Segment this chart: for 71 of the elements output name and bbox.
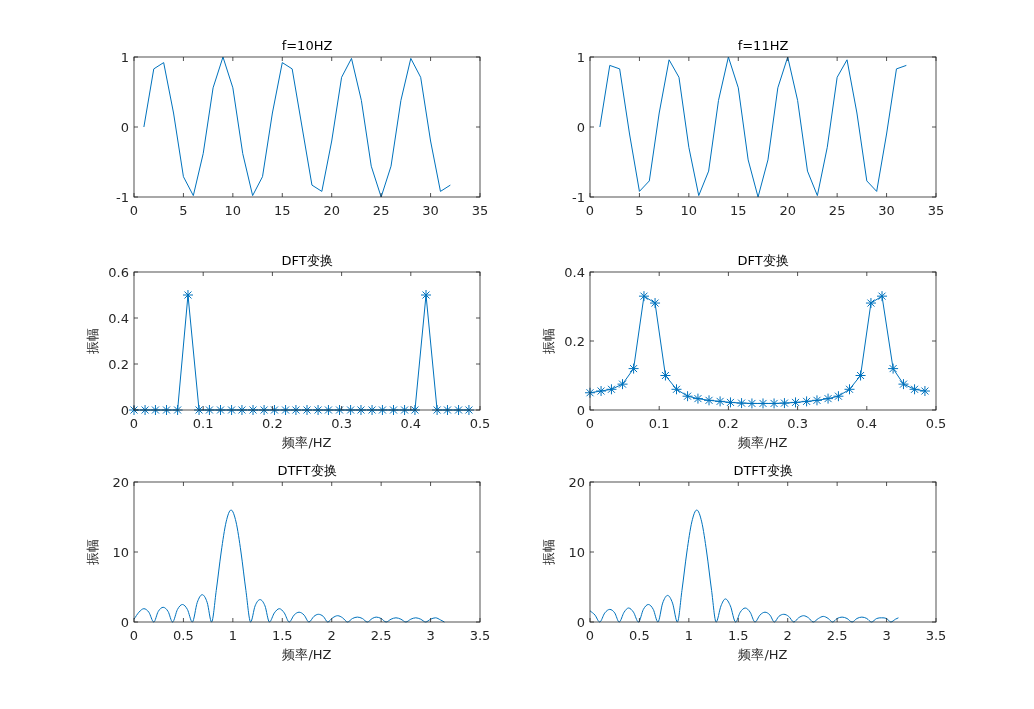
y-tick-label: -1 xyxy=(116,190,129,205)
y-axis-title: 振幅 xyxy=(85,328,100,354)
y-tick-label: 0 xyxy=(576,403,585,418)
x-tick-label: 0.4 xyxy=(400,416,422,431)
x-tick-label: 1.5 xyxy=(727,628,749,643)
x-tick-label: 0.2 xyxy=(262,416,283,431)
y-tick-label: 0 xyxy=(576,615,585,630)
x-tick-label: 30 xyxy=(878,203,895,218)
y-tick-label: 10 xyxy=(568,545,585,560)
y-tick-label: 0.2 xyxy=(108,357,129,372)
y-tick-label: 1 xyxy=(576,50,585,65)
x-tick-label: 2.5 xyxy=(826,628,848,643)
x-tick-label: 0.5 xyxy=(629,628,650,643)
x-axis-title: 频率/HZ xyxy=(282,435,332,450)
chart-title: f=10HZ xyxy=(281,38,333,53)
x-tick-label: 25 xyxy=(372,203,390,218)
x-tick-label: 30 xyxy=(422,203,439,218)
x-tick-label: 0.5 xyxy=(173,628,194,643)
x-axis-title: 频率/HZ xyxy=(282,647,332,662)
x-tick-label: 0.5 xyxy=(469,416,491,431)
x-tick-label: 3.5 xyxy=(469,628,491,643)
y-tick-label: 0 xyxy=(120,403,129,418)
x-axis-title: 频率/HZ xyxy=(738,435,788,450)
y-tick-label: 0 xyxy=(120,120,129,135)
y-axis-title: 振幅 xyxy=(541,539,556,565)
y-tick-label: 0 xyxy=(576,120,585,135)
chart-title: DTFT变换 xyxy=(733,463,793,478)
y-tick-label: 10 xyxy=(112,545,129,560)
y-tick-label: 0 xyxy=(120,615,129,630)
x-tick-label: 3 xyxy=(882,628,891,643)
x-tick-label: 5 xyxy=(179,203,188,218)
x-tick-label: 35 xyxy=(471,203,489,218)
x-tick-label: 20 xyxy=(323,203,340,218)
x-tick-label: 0.5 xyxy=(925,416,947,431)
x-axis-title: 频率/HZ xyxy=(738,647,788,662)
x-tick-label: 0.3 xyxy=(331,416,352,431)
x-tick-label: 3 xyxy=(426,628,435,643)
y-axis-title: 振幅 xyxy=(85,539,100,565)
x-tick-label: 0.3 xyxy=(787,416,808,431)
x-tick-label: 20 xyxy=(779,203,796,218)
x-tick-label: 25 xyxy=(828,203,846,218)
x-tick-label: 0.4 xyxy=(856,416,878,431)
chart-title: f=11HZ xyxy=(737,38,789,53)
x-tick-label: 0.1 xyxy=(192,416,214,431)
y-tick-label: 0.4 xyxy=(564,265,585,280)
x-tick-label: 15 xyxy=(274,203,291,218)
chart-title: DFT变换 xyxy=(737,253,789,268)
y-tick-label: 0.4 xyxy=(108,311,129,326)
x-tick-label: 0.2 xyxy=(718,416,739,431)
x-tick-label: 2 xyxy=(327,628,336,643)
y-axis-title: 振幅 xyxy=(541,328,556,354)
x-tick-label: 15 xyxy=(730,203,747,218)
x-tick-label: 35 xyxy=(927,203,945,218)
y-tick-label: 0.6 xyxy=(108,265,129,280)
chart-title: DTFT变换 xyxy=(277,463,337,478)
y-tick-label: 0.2 xyxy=(564,334,585,349)
x-tick-label: 1.5 xyxy=(271,628,293,643)
y-tick-label: 20 xyxy=(568,475,585,490)
x-tick-label: 10 xyxy=(680,203,698,218)
y-tick-label: 1 xyxy=(120,50,129,65)
x-tick-label: 2 xyxy=(783,628,792,643)
y-tick-label: -1 xyxy=(572,190,585,205)
x-tick-label: 2.5 xyxy=(370,628,392,643)
x-tick-label: 10 xyxy=(224,203,242,218)
x-tick-label: 3.5 xyxy=(925,628,947,643)
x-tick-label: 0.1 xyxy=(648,416,670,431)
x-tick-label: 1 xyxy=(228,628,237,643)
chart-title: DFT变换 xyxy=(281,253,333,268)
x-tick-label: 1 xyxy=(684,628,693,643)
y-tick-label: 20 xyxy=(112,475,129,490)
x-tick-label: 5 xyxy=(635,203,644,218)
